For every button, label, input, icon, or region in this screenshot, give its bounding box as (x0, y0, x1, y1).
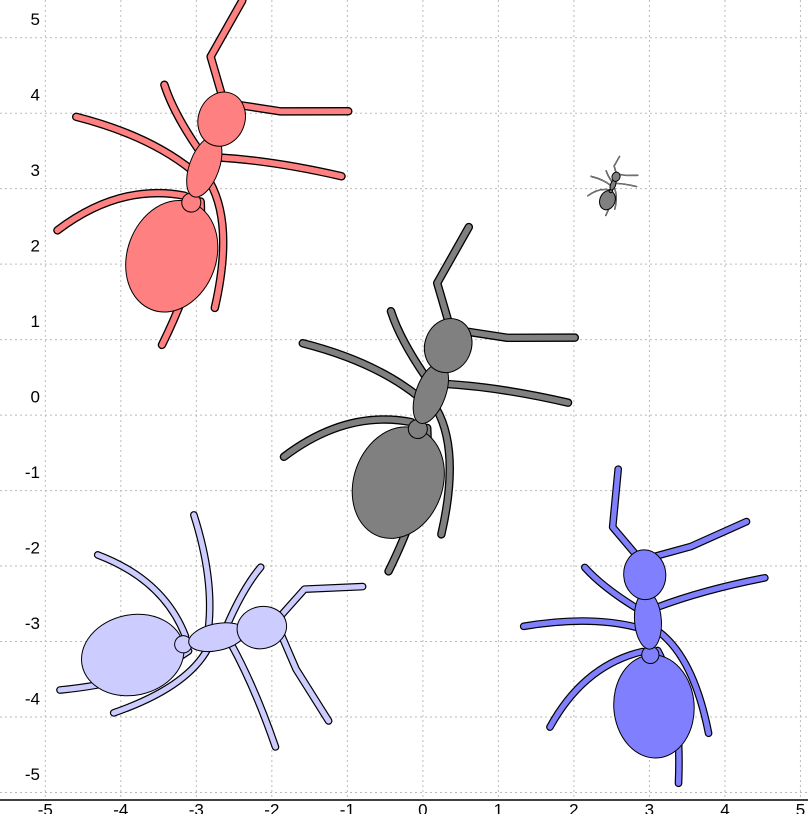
ant (53, 0, 353, 350)
ant-leg (207, 0, 246, 98)
ant-leg (224, 564, 264, 628)
ant-leg (206, 179, 227, 311)
ant-leg (590, 175, 612, 187)
ant-leg-outline (613, 155, 621, 174)
ant-leg (442, 381, 571, 406)
ant-head (190, 85, 253, 153)
y-tick-label: -2 (25, 539, 40, 558)
ant-leg (582, 564, 641, 612)
ant (279, 222, 580, 576)
y-tick-label: -3 (25, 614, 40, 633)
y-tick-label: 1 (31, 312, 40, 331)
ant-leg (299, 340, 422, 400)
ant-leg (281, 416, 415, 460)
ant-leg (161, 81, 202, 154)
ant-leg (655, 628, 712, 736)
ant-leg (111, 646, 211, 716)
ant (519, 465, 769, 788)
ant-leg (278, 630, 332, 724)
y-tick-label: -1 (25, 463, 40, 482)
ant-leg (434, 224, 472, 324)
x-tick-label: 3 (645, 800, 654, 814)
ant-leg (653, 575, 768, 611)
ant-leg (95, 552, 189, 639)
x-tick-label: 0 (418, 800, 427, 814)
x-tick-label: 2 (569, 800, 578, 814)
ant-leg-outline (276, 582, 367, 620)
y-tick-label: 3 (31, 161, 40, 180)
x-tick-label: -5 (38, 800, 53, 814)
ant-head (622, 548, 667, 601)
ant-leg (235, 101, 352, 115)
ant-leg (613, 155, 621, 174)
x-tick-label: -4 (113, 800, 128, 814)
ant-leg-outline (206, 0, 247, 99)
y-tick-label: 2 (31, 237, 40, 256)
ant (587, 155, 639, 217)
ant-head (611, 171, 622, 183)
ant-leg (73, 113, 195, 174)
ant-leg (388, 308, 429, 380)
y-tick-label: 5 (31, 10, 40, 29)
ant-leg (54, 190, 188, 234)
ant-head (417, 312, 480, 380)
ant-leg (613, 187, 617, 210)
ant-leg (278, 583, 366, 619)
x-tick-label: -3 (189, 800, 204, 814)
y-tick-label: 4 (31, 86, 40, 105)
ant-leg (618, 173, 639, 176)
ant-leg (587, 188, 611, 197)
x-tick-label: -2 (264, 800, 279, 814)
ant-leg (547, 648, 646, 730)
ant-leg (191, 512, 213, 632)
ant-leg (461, 328, 578, 341)
ant-leg-outline (432, 222, 474, 326)
x-tick-label: -1 (340, 800, 355, 814)
ant-leg (228, 641, 279, 750)
ant-leg (216, 154, 345, 180)
x-tick-label: 4 (720, 800, 729, 814)
x-tick-label: 1 (494, 800, 503, 814)
ant-leg (610, 466, 639, 557)
ant-leg-outline (190, 511, 214, 633)
ant-leg (433, 405, 453, 538)
y-tick-label: -4 (25, 689, 40, 708)
y-tick-label: -5 (25, 765, 40, 784)
ant-leg (605, 170, 613, 183)
y-tick-label: 0 (31, 388, 40, 407)
ant-leg (615, 182, 638, 188)
ant-leg (521, 618, 642, 631)
x-tick-label: 5 (796, 800, 805, 814)
ant-leg (650, 518, 750, 560)
ant-head (233, 602, 290, 654)
ant (56, 511, 367, 751)
